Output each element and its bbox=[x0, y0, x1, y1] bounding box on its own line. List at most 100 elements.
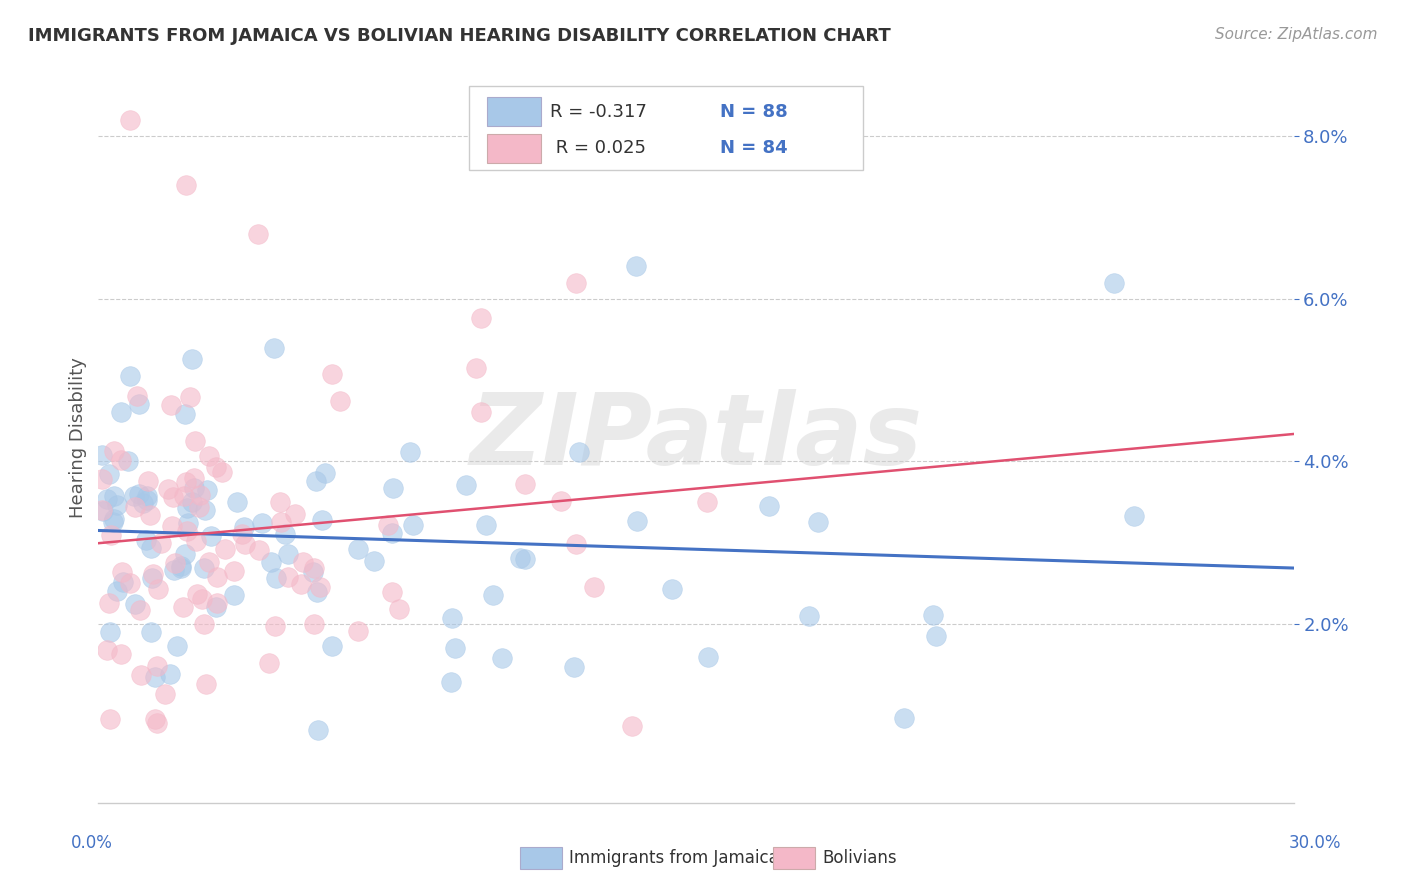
Point bbox=[103, 490, 125, 504]
Point bbox=[381, 584, 404, 599]
Point bbox=[583, 580, 606, 594]
Point bbox=[277, 570, 299, 584]
Point bbox=[141, 541, 163, 556]
Point bbox=[103, 512, 125, 526]
Point bbox=[124, 500, 146, 514]
FancyBboxPatch shape bbox=[486, 97, 541, 126]
Point bbox=[246, 227, 269, 241]
Point bbox=[91, 472, 114, 486]
Point bbox=[160, 398, 183, 412]
Point bbox=[163, 563, 186, 577]
Point bbox=[321, 367, 343, 381]
Point bbox=[91, 448, 114, 462]
Point bbox=[198, 555, 221, 569]
Point bbox=[329, 393, 352, 408]
Point bbox=[145, 670, 167, 684]
Point bbox=[174, 407, 197, 421]
Point bbox=[172, 600, 194, 615]
Point bbox=[307, 723, 329, 737]
Point bbox=[186, 534, 208, 549]
Point bbox=[118, 368, 141, 383]
Point bbox=[162, 490, 184, 504]
Point bbox=[96, 643, 118, 657]
Point bbox=[96, 491, 118, 506]
Point bbox=[233, 537, 256, 551]
Point bbox=[454, 477, 477, 491]
Point bbox=[183, 434, 205, 448]
Point bbox=[166, 639, 188, 653]
Y-axis label: Hearing Disability: Hearing Disability bbox=[69, 357, 87, 517]
Point bbox=[758, 499, 780, 513]
Point bbox=[274, 526, 297, 541]
Point bbox=[101, 515, 124, 529]
Point bbox=[98, 467, 121, 481]
Point bbox=[226, 495, 249, 509]
Point bbox=[128, 397, 150, 411]
Point bbox=[807, 515, 830, 529]
Point bbox=[142, 566, 165, 581]
Point bbox=[173, 489, 195, 503]
Point bbox=[129, 603, 152, 617]
Point bbox=[135, 533, 157, 547]
Point bbox=[103, 444, 125, 458]
Point bbox=[179, 390, 201, 404]
Point bbox=[515, 552, 537, 566]
Point bbox=[160, 519, 183, 533]
Point bbox=[177, 516, 200, 530]
Point bbox=[311, 513, 333, 527]
Point bbox=[110, 405, 132, 419]
Point bbox=[100, 527, 122, 541]
Point bbox=[120, 113, 142, 128]
Point bbox=[222, 588, 245, 602]
Point bbox=[146, 658, 169, 673]
Point bbox=[302, 565, 325, 579]
Point bbox=[98, 712, 121, 726]
Point bbox=[143, 712, 166, 726]
Point bbox=[247, 542, 270, 557]
Point bbox=[474, 518, 496, 533]
Text: R = 0.025: R = 0.025 bbox=[550, 139, 647, 157]
Point bbox=[174, 178, 197, 193]
Point bbox=[181, 352, 204, 367]
Point bbox=[363, 554, 385, 568]
Point bbox=[181, 494, 204, 508]
Point bbox=[277, 547, 299, 561]
Point bbox=[565, 276, 588, 290]
Point bbox=[626, 260, 648, 274]
Point bbox=[125, 389, 148, 403]
Point bbox=[321, 639, 343, 653]
Point bbox=[111, 566, 134, 580]
Point bbox=[105, 583, 128, 598]
Text: 30.0%: 30.0% bbox=[1288, 834, 1341, 852]
Point bbox=[174, 547, 197, 561]
Point bbox=[170, 561, 193, 575]
Point bbox=[194, 677, 217, 691]
Point bbox=[159, 666, 181, 681]
Point bbox=[381, 481, 404, 495]
Point bbox=[509, 550, 531, 565]
Point bbox=[136, 492, 159, 507]
Point bbox=[302, 561, 325, 575]
Text: Immigrants from Jamaica: Immigrants from Jamaica bbox=[569, 849, 779, 867]
Point bbox=[163, 556, 186, 570]
Point bbox=[290, 576, 312, 591]
Point bbox=[98, 596, 121, 610]
Point bbox=[176, 524, 198, 538]
Point bbox=[183, 471, 205, 485]
Point bbox=[381, 526, 404, 541]
Point bbox=[146, 716, 169, 731]
Point bbox=[1123, 508, 1146, 523]
Point bbox=[132, 495, 155, 509]
Point bbox=[149, 536, 172, 550]
Text: N = 88: N = 88 bbox=[720, 103, 787, 120]
Point bbox=[129, 668, 152, 682]
Text: N = 84: N = 84 bbox=[720, 139, 787, 157]
Text: Source: ZipAtlas.com: Source: ZipAtlas.com bbox=[1215, 27, 1378, 42]
Point bbox=[565, 537, 588, 551]
Point bbox=[444, 641, 467, 656]
Point bbox=[305, 475, 328, 489]
Point bbox=[482, 588, 505, 602]
Point bbox=[470, 405, 492, 419]
Point bbox=[105, 499, 128, 513]
Point bbox=[626, 514, 648, 528]
